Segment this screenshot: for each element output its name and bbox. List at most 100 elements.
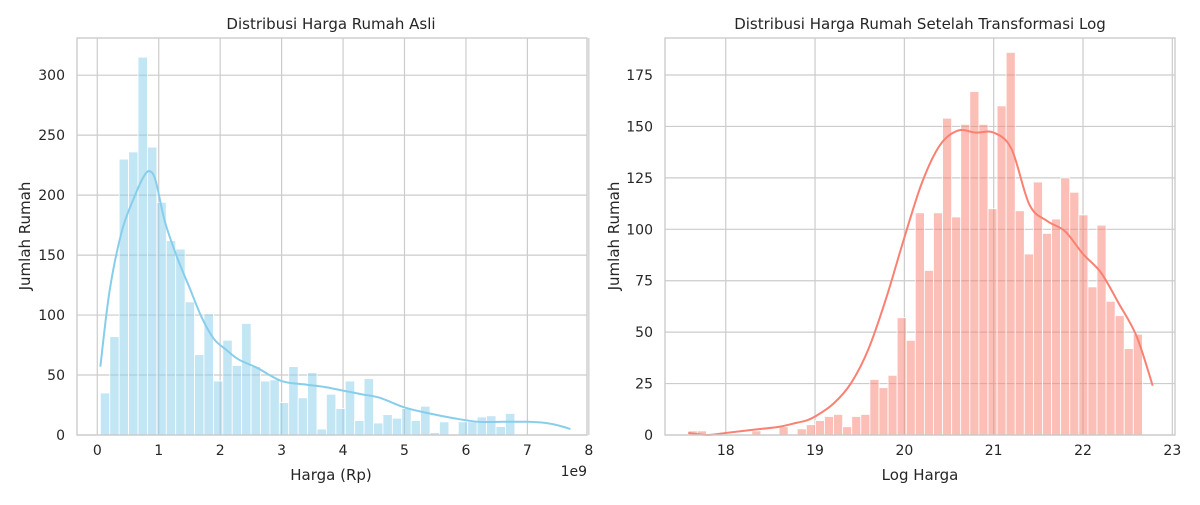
histogram-bar (905, 339, 916, 436)
chart-title: Distribusi Harga Rumah Setelah Transform… (734, 15, 1106, 33)
histogram-bar (335, 408, 346, 436)
histogram-bar (212, 380, 224, 436)
histogram-bar (269, 379, 280, 436)
histogram-bar (887, 374, 898, 436)
x-tick-label: 7 (523, 443, 532, 459)
x-tick-label: 2 (216, 443, 225, 459)
histogram-bar (476, 416, 487, 436)
y-tick-labels: 0 25 50 75 100 125 150 175 (626, 68, 653, 444)
histogram-bar (457, 421, 469, 436)
histogram-bar (128, 151, 139, 436)
histogram-bar (250, 366, 261, 436)
histogram-bar (824, 416, 834, 436)
y-tick-label: 100 (38, 308, 65, 324)
histogram-bar (288, 366, 299, 436)
x-tick-label: 6 (461, 443, 470, 459)
x-tick-label: 8 (584, 443, 593, 459)
histogram-bar (382, 414, 393, 436)
y-tick-label: 300 (38, 68, 65, 84)
histogram-bar (118, 158, 130, 436)
histogram-bars (99, 56, 516, 436)
histogram-bar (147, 146, 158, 436)
y-tick-label: 175 (626, 68, 653, 84)
y-tick-label: 50 (47, 368, 65, 384)
histogram-bar (1060, 177, 1071, 436)
kde-curve (688, 128, 1154, 437)
histogram-bar (410, 420, 422, 436)
histogram-bar (1042, 233, 1052, 436)
x-tick-label: 19 (806, 443, 824, 459)
histogram-bar (869, 379, 880, 436)
plot-frame (76, 37, 588, 436)
histogram-bar (978, 123, 989, 436)
y-tick-label: 75 (635, 274, 653, 290)
y-tick-label: 125 (626, 171, 653, 187)
x-tick-label: 4 (339, 443, 348, 459)
y-tick-labels: 0 50 100 150 200 250 300 (38, 68, 65, 444)
histogram-bar (297, 397, 308, 436)
y-tick-label: 200 (38, 188, 65, 204)
x-tick-label: 0 (93, 443, 102, 459)
histogram-bar (344, 380, 356, 436)
histogram-bar (354, 420, 365, 436)
histogram-bar (99, 392, 111, 436)
histogram-bar (1114, 315, 1125, 436)
histogram-bar (1069, 191, 1080, 436)
histogram-bar (1078, 214, 1089, 436)
histogram-bars (687, 51, 1143, 436)
histogram-bar (278, 402, 290, 436)
histogram-bar (1014, 210, 1025, 436)
x-tick-label: 18 (717, 443, 735, 459)
x-tick-label: 20 (895, 443, 913, 459)
x-axis-label: Log Harga (882, 466, 959, 484)
histogram-bar (951, 216, 962, 436)
histogram-bar (960, 123, 971, 436)
histogram-bar (495, 426, 506, 436)
chart-log-price: 18 19 20 21 22 23 0 25 50 75 100 125 150 175 Distrib… (605, 15, 1181, 484)
x-tick-label: 1 (154, 443, 163, 459)
histogram-bar (184, 301, 195, 436)
histogram-bar (175, 248, 186, 436)
y-tick-label: 25 (635, 377, 653, 393)
chart-title: Distribusi Harga Rumah Asli (226, 15, 435, 33)
histogram-bar (165, 240, 177, 436)
histogram-bar (1032, 181, 1043, 436)
histogram-bar (439, 421, 450, 436)
x-tick-label: 5 (400, 443, 409, 459)
histogram-bar (156, 201, 167, 436)
histogram-bar (241, 323, 252, 436)
x-tick-label: 23 (1163, 443, 1181, 459)
histogram-bar (896, 317, 907, 436)
y-tick-label: 0 (644, 428, 653, 444)
y-tick-label: 150 (626, 119, 653, 135)
histogram-bar (942, 117, 953, 436)
y-axis-label: Jumlah Rumah (16, 182, 34, 292)
histogram-bar (987, 208, 998, 436)
y-tick-label: 100 (626, 222, 653, 238)
x-axis-label: Harga (Rp) (290, 466, 372, 484)
histogram-bar (796, 428, 807, 436)
x-tick-label: 21 (985, 443, 1003, 459)
histogram-bar (1023, 253, 1034, 436)
histogram-bar (401, 408, 412, 436)
y-tick-label: 0 (56, 428, 65, 444)
histogram-bar (486, 415, 497, 436)
histogram-bar (923, 270, 934, 436)
histogram-bar (842, 426, 853, 436)
x-tick-label: 22 (1074, 443, 1092, 459)
histogram-bar (969, 91, 980, 436)
y-tick-label: 250 (38, 128, 65, 144)
histogram-bar (996, 105, 1007, 436)
x-axis-offset-text: 1e9 (561, 464, 587, 480)
histogram-bar (1087, 286, 1098, 436)
histogram-bar (391, 417, 403, 436)
plot-frame (664, 37, 1176, 436)
histogram-bar (778, 426, 789, 436)
y-axis-label: Jumlah Rumah (605, 182, 623, 292)
histogram-bar (420, 405, 431, 436)
histogram-bar (307, 372, 318, 436)
y-tick-label: 150 (38, 248, 65, 264)
histogram-bar (137, 56, 148, 436)
